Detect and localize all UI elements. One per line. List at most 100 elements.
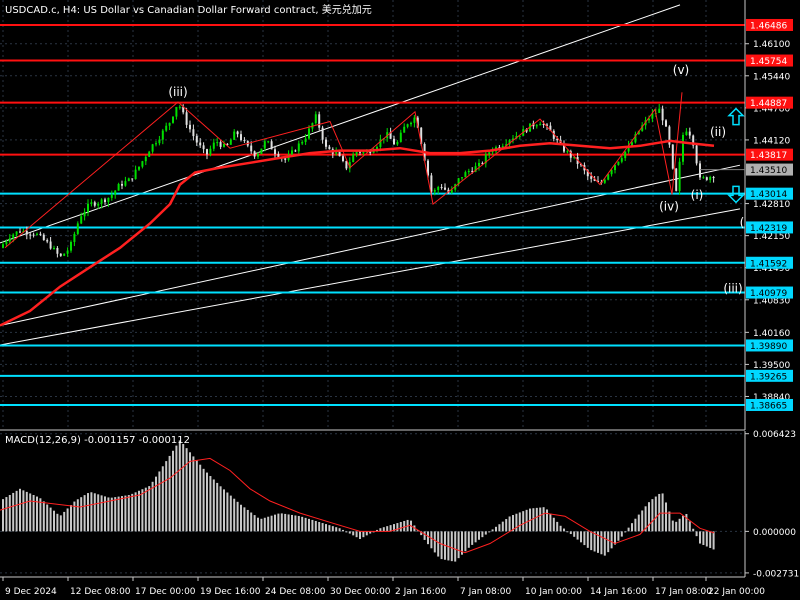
candle-body — [365, 151, 368, 153]
macd-bar — [665, 502, 667, 532]
candle-body — [345, 160, 348, 169]
macd-bar — [328, 525, 331, 532]
macd-bar — [593, 531, 596, 552]
candle-body — [19, 231, 21, 233]
macd-bar — [389, 525, 392, 532]
candle-body — [110, 194, 113, 198]
macd-tick-label: -0.002731 — [753, 569, 799, 579]
macd-bar — [393, 524, 395, 532]
macd-bar — [243, 507, 246, 532]
macd-bar — [512, 515, 514, 532]
candle-body — [586, 170, 589, 177]
macd-bar — [678, 518, 681, 532]
candle-body — [104, 199, 106, 203]
macd-bar — [172, 450, 174, 532]
macd-bar — [192, 456, 195, 532]
candle-body — [76, 223, 79, 234]
candle-body — [25, 230, 28, 235]
macd-bar — [308, 518, 310, 532]
macd-bar — [461, 531, 463, 555]
candle-body — [114, 190, 117, 195]
macd-bar — [437, 531, 440, 557]
macd-bar — [321, 523, 324, 532]
candle-body — [178, 106, 181, 108]
candle-body — [413, 117, 416, 123]
macd-bar — [583, 531, 586, 546]
macd-bar — [386, 526, 389, 532]
macd-bar — [430, 531, 433, 549]
macd-bar — [29, 493, 32, 532]
candle-body — [692, 135, 695, 146]
macd-bar — [610, 531, 613, 549]
macd-bar — [702, 531, 705, 546]
candle-body — [212, 142, 215, 149]
candle-body — [314, 114, 317, 124]
candle-body — [556, 138, 559, 141]
macd-axis — [0, 431, 746, 578]
macd-bar — [569, 531, 572, 535]
candle-body — [321, 127, 324, 140]
candle-body — [389, 132, 392, 139]
candle-body — [682, 134, 684, 162]
macd-bar — [396, 523, 399, 532]
macd-bar — [12, 492, 15, 532]
candle-body — [158, 139, 161, 144]
candle-body — [175, 107, 178, 117]
macd-bar — [644, 506, 647, 532]
macd-bar — [267, 516, 270, 532]
macd-bar — [484, 531, 487, 535]
arrow-up-icon — [727, 107, 745, 126]
candle-body — [481, 162, 484, 164]
macd-bar — [416, 530, 419, 532]
price-tick-label: 1.45440 — [753, 72, 790, 82]
candle-body — [590, 176, 593, 179]
macd-axis-ticks: 0.006423 0.000000 -0.002731 — [745, 430, 799, 579]
candle-body — [484, 154, 487, 164]
macd-bar — [46, 504, 49, 532]
wave-label: (iv) — [659, 199, 679, 213]
candle-body — [539, 124, 542, 126]
price-tick-label: 1.46100 — [753, 40, 790, 50]
macd-bar — [648, 502, 650, 532]
candle-body — [66, 250, 69, 254]
macd-bar — [76, 499, 79, 532]
macd-bar — [376, 529, 378, 532]
macd-bar — [651, 499, 654, 532]
macd-bar — [331, 526, 334, 532]
price-tick-label: 1.40830 — [753, 296, 790, 306]
price-tick-label: 1.39500 — [753, 361, 790, 371]
candle-body — [59, 253, 62, 256]
macd-bar — [39, 498, 42, 532]
macd-bar — [631, 523, 633, 532]
macd-bar — [552, 517, 555, 532]
macd-bar — [110, 497, 113, 532]
macd-bar — [134, 492, 137, 532]
macd-bar — [314, 520, 317, 532]
candle-body — [260, 148, 263, 155]
candle-body — [124, 181, 127, 186]
candle-body — [685, 131, 688, 135]
macd-bar — [151, 481, 154, 532]
candle-body — [206, 149, 208, 155]
candle-body — [192, 129, 195, 137]
macd-bar — [246, 509, 249, 532]
macd-bar — [294, 515, 297, 532]
candle-body — [403, 126, 406, 133]
candle-body — [236, 131, 239, 135]
candle-body — [688, 131, 691, 136]
price-tick-label: 1.42150 — [753, 232, 790, 242]
candle-body — [36, 233, 38, 235]
macd-bar — [576, 531, 579, 540]
wave-labels: (iii) (v) (iv) (ii) (i) ((iii) — [168, 63, 744, 296]
elliott-wave-path — [4, 92, 683, 249]
macd-bar — [8, 494, 11, 532]
time-axis: 9 Dec 2024 12 Dec 08:00 17 Dec 00:00 19 Dec… — [2, 577, 765, 597]
candle-body — [87, 203, 89, 212]
macd-bar — [155, 476, 157, 532]
macd-bar — [226, 492, 229, 532]
candle-body — [8, 238, 11, 242]
candle-body — [131, 178, 134, 180]
candle-body — [427, 160, 429, 176]
macd-bar — [580, 531, 582, 543]
candle-body — [335, 151, 338, 154]
